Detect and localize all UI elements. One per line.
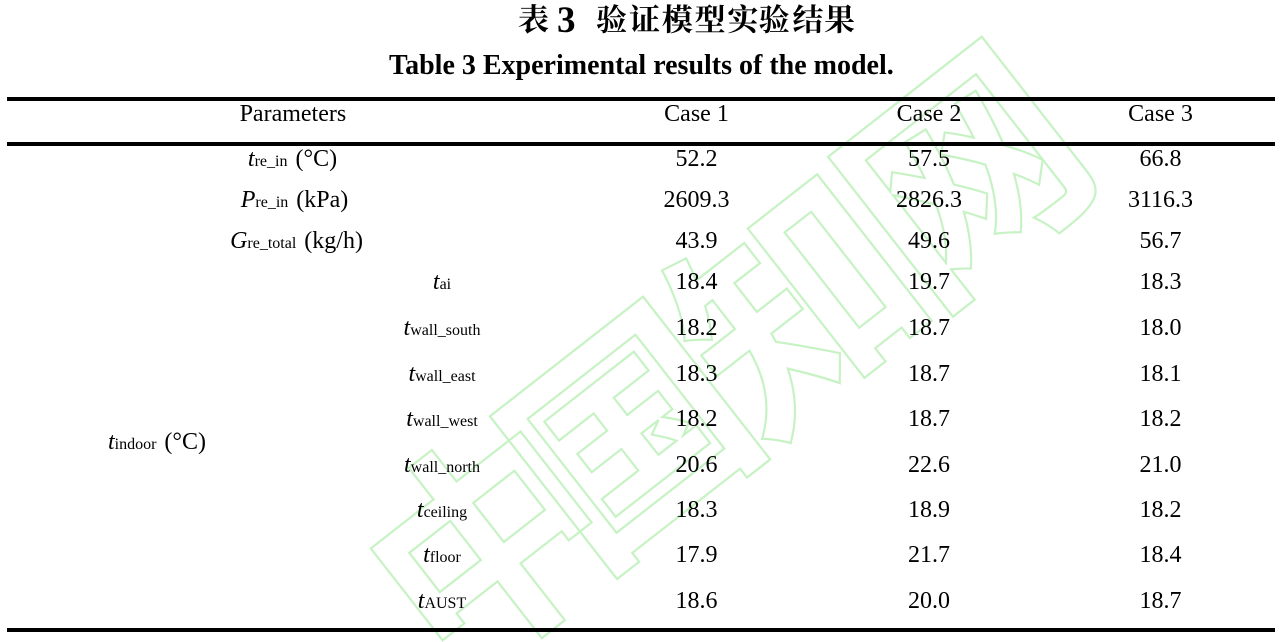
svg-text:3: 3 <box>557 0 576 41</box>
